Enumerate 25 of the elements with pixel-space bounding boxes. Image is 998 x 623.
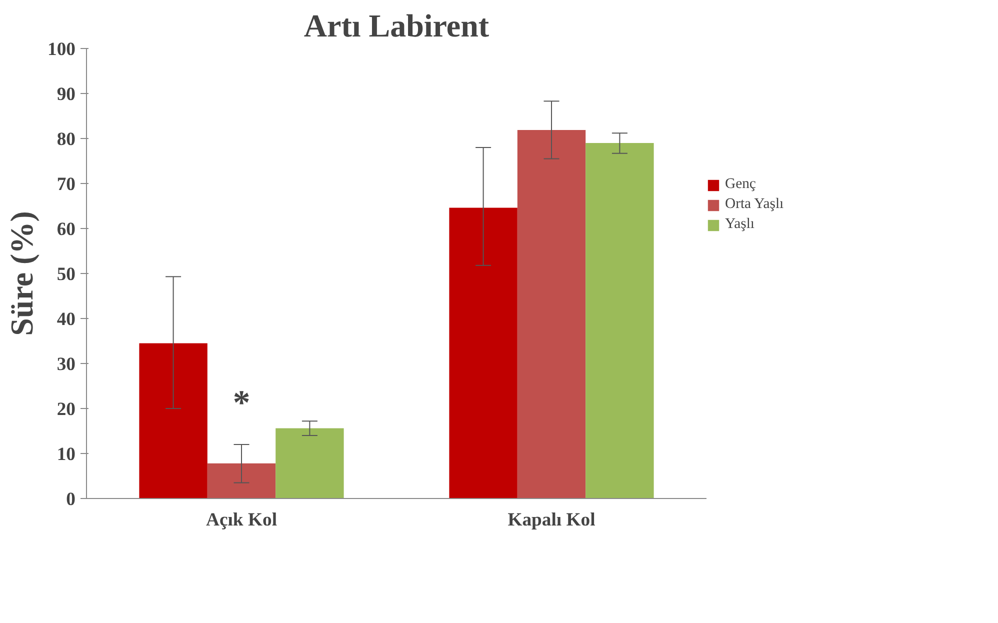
y-tick-label: 80	[56, 129, 76, 150]
y-tick-label: 100	[48, 39, 76, 60]
y-tick-label: 90	[56, 84, 76, 105]
y-tick-label: 40	[56, 309, 76, 330]
chart-title: Artı Labirent	[304, 8, 490, 44]
bar	[139, 343, 208, 498]
y-tick-label: 20	[56, 399, 76, 420]
y-tick-label: 50	[56, 264, 76, 285]
bar	[449, 208, 518, 498]
y-axis-title: Süre (%)	[4, 211, 40, 336]
y-tick-label: 70	[56, 174, 76, 195]
bar	[207, 463, 276, 498]
annotation: *	[232, 384, 250, 422]
bar	[586, 143, 654, 498]
y-tick-label: 60	[56, 219, 76, 240]
bar	[276, 428, 344, 498]
y-tick-label: 30	[56, 354, 76, 375]
y-tick-label: 10	[56, 444, 76, 465]
legend-label: Yaşlı	[725, 216, 754, 233]
bar	[517, 130, 586, 498]
x-tick-label: Açık Kol	[206, 510, 277, 530]
y-tick-label: 0	[66, 489, 76, 510]
legend-label: Genç	[725, 176, 756, 193]
legend-label: Orta Yaşlı	[725, 196, 784, 213]
x-tick-label: Kapalı Kol	[508, 510, 596, 530]
